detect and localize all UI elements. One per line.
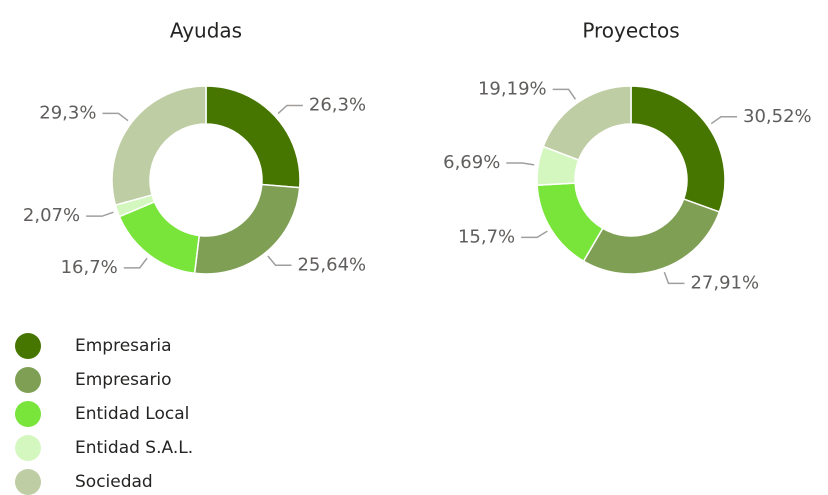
legend-label: Sociedad [75,472,153,492]
leader-line [521,230,548,239]
data-label: 30,52% [743,106,812,127]
leader-line [552,88,577,100]
leader-line [710,116,738,125]
leader-line [506,162,535,166]
legend-swatch [15,469,41,495]
slice [630,85,726,213]
data-label: 25,64% [297,254,366,275]
data-label: 6,69% [443,152,500,173]
data-label: 19,19% [478,78,547,99]
leader-line [123,257,148,269]
chart-title: Ayudas [170,19,242,43]
leader-line [663,271,685,285]
legend-label: Entidad Local [75,404,189,424]
legend-swatch [15,333,41,359]
leader-line [267,255,292,267]
legend-swatch [15,367,41,393]
data-label: 2,07% [23,205,80,226]
data-label: 15,7% [458,226,515,247]
slice [118,200,201,275]
legend-swatch [15,435,41,461]
legend-label: Empresaria [75,336,172,356]
data-label: 27,91% [690,272,759,293]
leader-line [86,211,114,217]
legend-label: Empresario [75,370,172,390]
leader-line [277,104,303,115]
slice [582,198,721,275]
legend-swatch [15,401,41,427]
chart-title: Proyectos [582,19,679,43]
data-label: 29,3% [39,102,96,123]
slice [111,85,207,206]
data-label: 26,3% [309,94,366,115]
leader-line [102,112,129,122]
slice [205,85,301,189]
legend-label: Entidad S.A.L. [75,438,193,458]
slice [193,183,301,275]
data-label: 16,7% [61,257,118,278]
slice [542,85,632,161]
